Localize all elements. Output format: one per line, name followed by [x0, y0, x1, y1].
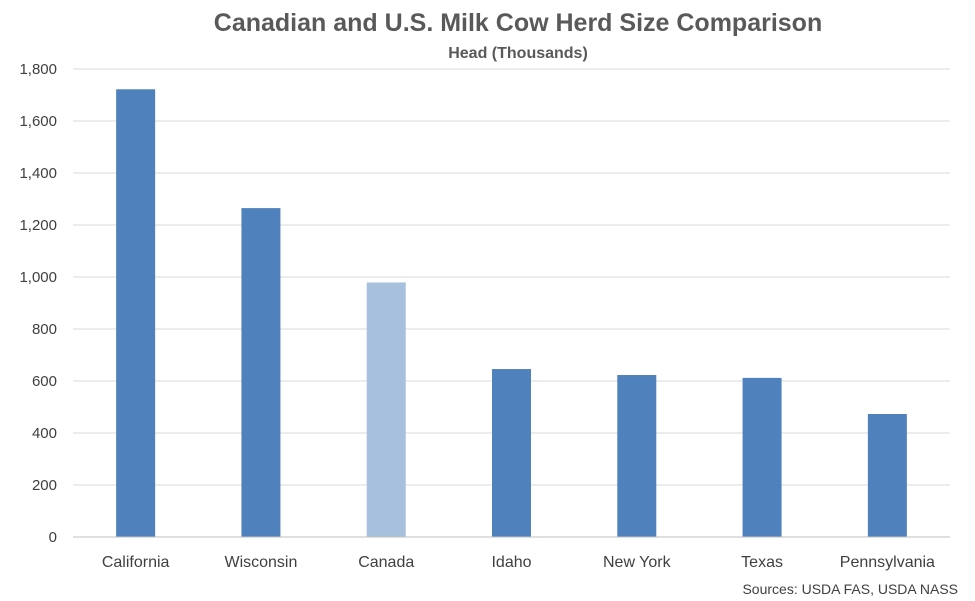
bar-canada — [366, 282, 406, 537]
bars — [116, 89, 907, 537]
gridlines — [73, 68, 950, 486]
bar-idaho — [492, 369, 531, 537]
y-tick-label: 1,000 — [19, 269, 57, 286]
bar-california — [116, 89, 156, 537]
x-tick-label: Pennsylvania — [840, 554, 935, 571]
y-tick-label: 200 — [32, 477, 57, 494]
bar-wisconsin — [241, 208, 281, 537]
y-tick-label: 1,600 — [19, 113, 57, 130]
bar-new-york — [617, 375, 657, 537]
source-note: Sources: USDA FAS, USDA NASS — [742, 581, 958, 597]
x-tick-label: Texas — [741, 554, 783, 571]
bar-pennsylvania — [867, 414, 907, 537]
y-tick-label: 1,800 — [19, 61, 57, 78]
x-tick-label: California — [102, 554, 170, 571]
x-axis-ticks: California Wisconsin Canada Idaho New York Te… — [102, 554, 935, 571]
chart-title: Canadian and U.S. Milk Cow Herd Size Com… — [214, 9, 822, 37]
x-tick-label: Wisconsin — [224, 554, 297, 571]
y-tick-label: 600 — [32, 373, 57, 390]
y-tick-label: 1,400 — [19, 165, 57, 182]
y-tick-label: 0 — [49, 529, 57, 546]
y-tick-label: 800 — [32, 321, 57, 338]
x-tick-label: Canada — [358, 554, 414, 571]
y-axis-ticks: 0 200 400 600 800 1,000 1,200 1,400 1,600 1,800 — [19, 61, 57, 546]
x-tick-label: Idaho — [491, 554, 531, 571]
x-tick-label: New York — [603, 554, 672, 571]
y-tick-label: 400 — [32, 425, 57, 442]
bar-texas — [742, 377, 782, 537]
chart-subtitle: Head (Thousands) — [448, 45, 588, 62]
y-tick-label: 1,200 — [19, 217, 57, 234]
